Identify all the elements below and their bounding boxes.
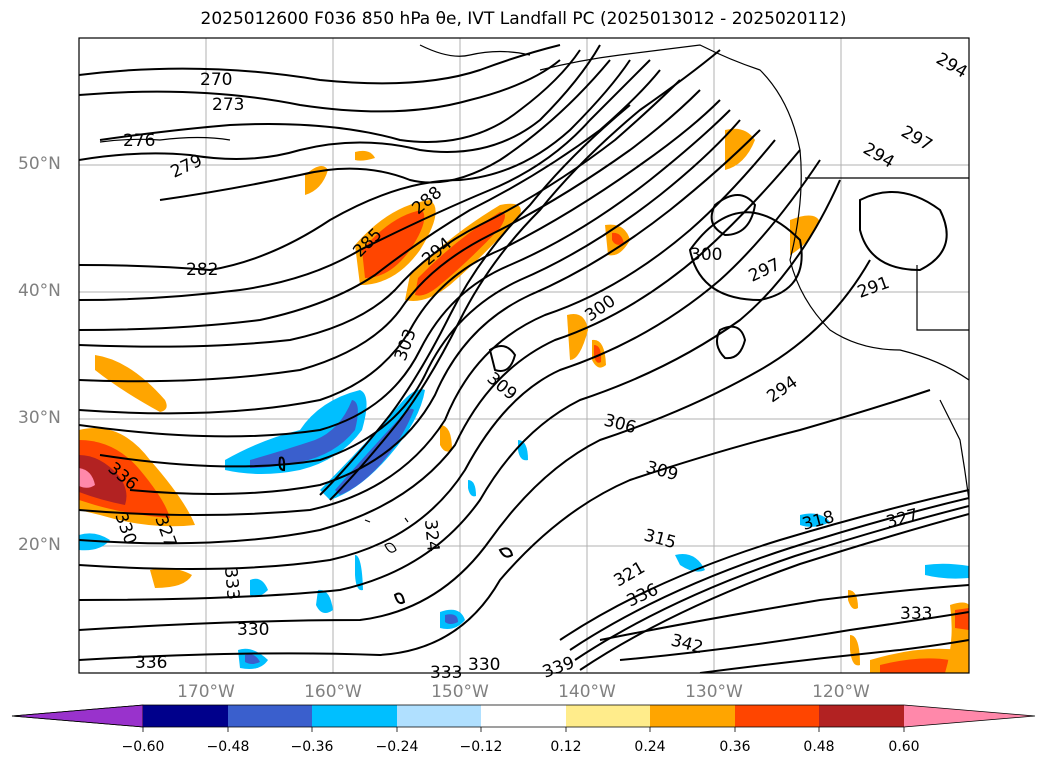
colorbar-segment <box>397 705 481 727</box>
colorbar-tick-label: 0.36 <box>719 739 751 755</box>
contour-label: 294 <box>763 372 801 407</box>
contour-label: 294 <box>933 49 971 83</box>
contour-label: 318 <box>800 507 837 535</box>
contour-label: 276 <box>123 131 155 151</box>
colorbar-segment <box>566 705 650 727</box>
colorbar-segment <box>735 705 819 727</box>
colorbar-tick-label: −0.36 <box>290 739 334 755</box>
contour-label: 273 <box>212 95 244 115</box>
colorbar-segment <box>312 705 397 727</box>
lon-label: 150°W <box>431 682 489 702</box>
lat-label: 50°N <box>18 154 61 174</box>
contour-label: 300 <box>690 245 722 265</box>
contour-label: 336 <box>135 653 167 673</box>
lon-label: 140°W <box>558 682 616 702</box>
colorbar-segment <box>228 705 312 727</box>
lon-label: 170°W <box>177 682 235 702</box>
colorbar-segment <box>650 705 735 727</box>
colorbar-segment <box>481 705 566 727</box>
contour-label: 324 <box>420 519 443 553</box>
grid-lines <box>79 38 969 673</box>
colorbar-segment <box>143 705 228 727</box>
colorbar-tick-label: 0.48 <box>803 739 835 755</box>
colorbar-segment <box>819 705 904 727</box>
map-frame <box>78 37 970 674</box>
lon-label: 160°W <box>304 682 362 702</box>
contour-label: 309 <box>644 458 681 486</box>
lat-label: 30°N <box>18 408 61 428</box>
colorbar-segment <box>904 705 1035 727</box>
ivt-fill-patches <box>79 128 969 673</box>
contour-label: 309 <box>483 369 521 405</box>
contour-label: 297 <box>898 122 936 156</box>
theta-e-contours <box>79 44 969 673</box>
contour-label: 306 <box>602 411 639 439</box>
colorbar-tick-label: 0.12 <box>550 739 582 755</box>
lat-label: 40°N <box>18 281 61 301</box>
colorbar-tick-label: −0.24 <box>375 739 419 755</box>
colorbar <box>11 704 1036 732</box>
colorbar-tick-label: −0.12 <box>459 739 503 755</box>
chart-title: 2025012600 F036 850 hPa θe, IVT Landfall… <box>200 9 847 29</box>
colorbar-tick-label: 0.24 <box>634 739 666 755</box>
colorbar-tick-label: 0.60 <box>888 739 920 755</box>
contour-label: 330 <box>468 655 500 675</box>
contour-label: 279 <box>168 151 206 183</box>
lon-label: 130°W <box>685 682 743 702</box>
contour-label: 270 <box>200 70 232 90</box>
contour-label: 330 <box>237 620 269 640</box>
contour-label: 282 <box>186 260 218 280</box>
colorbar-segment <box>11 704 144 728</box>
lat-label: 20°N <box>18 535 61 555</box>
contour-label: 294 <box>860 139 898 173</box>
contour-label: 333 <box>900 604 932 624</box>
colorbar-tick-label: −0.48 <box>206 739 250 755</box>
contour-label: 333 <box>220 567 243 601</box>
lon-label: 120°W <box>812 682 870 702</box>
contour-label: 339 <box>540 653 577 683</box>
coastlines <box>99 44 969 553</box>
contour-label: 315 <box>642 526 679 554</box>
colorbar-tick-label: −0.60 <box>121 739 165 755</box>
